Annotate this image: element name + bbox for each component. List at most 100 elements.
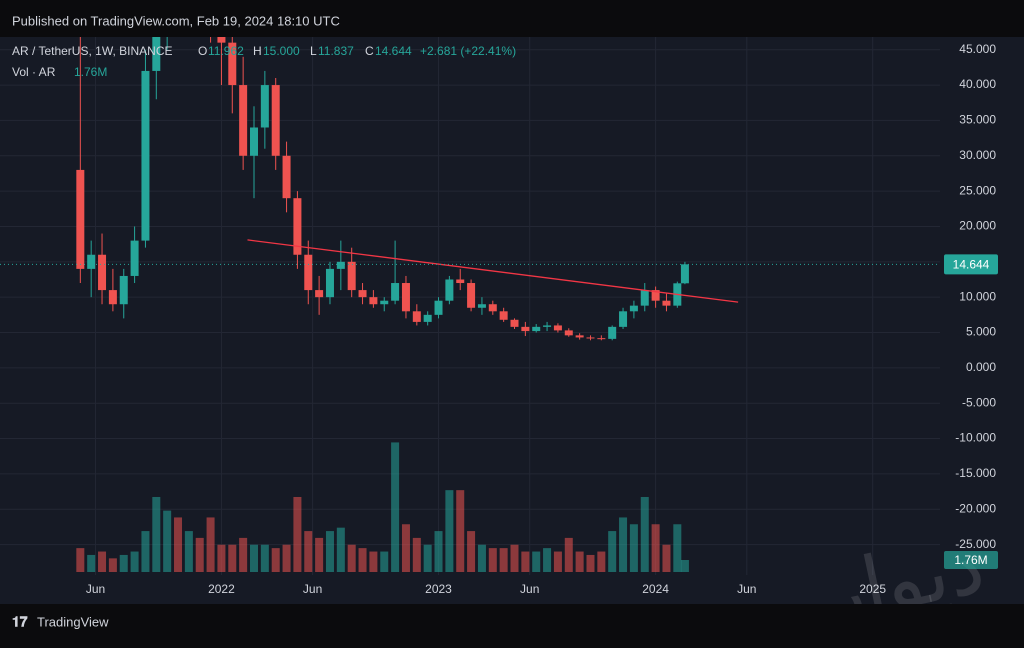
x-tick-label: Jun <box>303 582 322 596</box>
candle-body <box>488 304 497 312</box>
footer-bar <box>0 604 1024 648</box>
volume-bar <box>477 544 486 572</box>
h-key: H <box>253 44 262 58</box>
volume-bar <box>87 554 96 572</box>
volume-bar <box>315 537 324 572</box>
volume-bar <box>163 510 172 572</box>
y-tick-label: -10.000 <box>955 431 996 445</box>
volume-bar <box>271 548 280 572</box>
x-tick-label: Jun <box>86 582 105 596</box>
volume-bar <box>304 531 313 572</box>
candle-body <box>510 319 519 327</box>
candle-body <box>282 155 291 199</box>
volume-bar <box>239 537 248 572</box>
price-tag <box>944 254 998 275</box>
volume-bar <box>249 544 258 572</box>
volume-bar <box>640 496 649 572</box>
candle-body <box>76 169 85 269</box>
o-value: 11.962 <box>208 44 244 58</box>
volume-bar <box>467 531 476 572</box>
volume-bar <box>380 551 389 572</box>
candle-body <box>608 326 617 339</box>
candle-body <box>412 311 421 322</box>
volume-bar <box>174 517 183 572</box>
candle-body <box>553 325 562 331</box>
volume-bar <box>206 517 215 572</box>
volume-bar <box>673 524 682 572</box>
volume-bar <box>651 524 660 572</box>
candle-body <box>152 37 161 71</box>
candle-body <box>141 70 150 241</box>
candle-body <box>98 254 107 291</box>
candle-body <box>108 290 117 305</box>
x-tick-label: 2025 <box>859 582 886 596</box>
volume-bar <box>76 548 85 572</box>
volume-bar <box>184 531 193 572</box>
volume-bar <box>543 548 552 572</box>
candle-body <box>315 290 324 298</box>
candle-body <box>347 261 356 291</box>
volume-bar <box>680 559 689 572</box>
candle-body <box>217 37 226 43</box>
o-key: O <box>198 44 207 58</box>
volume-bar <box>619 517 628 572</box>
candle-body <box>369 297 378 305</box>
x-tick-label: Jun <box>520 582 539 596</box>
volume-bar <box>130 551 139 572</box>
ohlc: O 11.962 H 15.000 L 11.837 C 14.644 +2.6… <box>12 44 516 79</box>
volume-bar <box>336 527 345 572</box>
y-tick-label: 45.000 <box>959 42 996 56</box>
volume-bar <box>488 548 497 572</box>
volume-tag <box>944 550 998 569</box>
volume-bar <box>575 551 584 572</box>
volume-bar <box>499 548 508 572</box>
volume-bar <box>586 554 595 572</box>
footer-brand: TradingView <box>37 614 109 629</box>
volume-bar <box>532 551 541 572</box>
x-tick-label: 2022 <box>208 582 235 596</box>
candle-body <box>662 300 671 306</box>
candle-body <box>680 264 689 284</box>
y-tick-label: 25.000 <box>959 183 996 197</box>
candle-body <box>358 290 367 298</box>
volume-bar <box>282 544 291 572</box>
volume-bar <box>391 442 400 572</box>
volume-bar <box>195 537 204 572</box>
candle-body <box>380 300 389 305</box>
volume-bar <box>412 537 421 572</box>
y-tick-label: -25.000 <box>955 537 996 551</box>
y-tick-label: -20.000 <box>955 501 996 515</box>
candle-body <box>304 254 313 291</box>
volume-bar <box>152 496 161 572</box>
candle-body <box>228 42 237 86</box>
candle-body <box>260 85 269 128</box>
volume-bar <box>629 524 638 572</box>
candle-body <box>467 283 476 308</box>
candle-body <box>336 261 345 269</box>
y-tick-label: 10.000 <box>959 289 996 303</box>
candle-body <box>456 279 465 284</box>
volume-bar <box>434 531 443 572</box>
l-key: L <box>310 44 317 58</box>
candle-body <box>87 254 96 269</box>
volume-bar <box>521 551 530 572</box>
published-note: Published on TradingView.com, Feb 19, 20… <box>12 13 340 28</box>
volume-bar <box>510 544 519 572</box>
change: +2.681 (+22.41%) <box>420 44 516 58</box>
y-tick-label: -5.000 <box>962 395 996 409</box>
candle-body <box>477 304 486 308</box>
vol-key: Vol · AR <box>12 65 56 79</box>
candle-body <box>619 311 628 327</box>
volume-bar <box>608 531 617 572</box>
candle-body <box>271 85 280 156</box>
candle-body <box>629 305 638 312</box>
volume-bar <box>347 544 356 572</box>
volume-bar <box>119 554 128 572</box>
volume-bar <box>228 544 237 572</box>
y-tick-label: 30.000 <box>959 148 996 162</box>
volume-bar <box>553 551 562 572</box>
candle-body <box>532 326 541 332</box>
candle-body <box>651 290 660 301</box>
